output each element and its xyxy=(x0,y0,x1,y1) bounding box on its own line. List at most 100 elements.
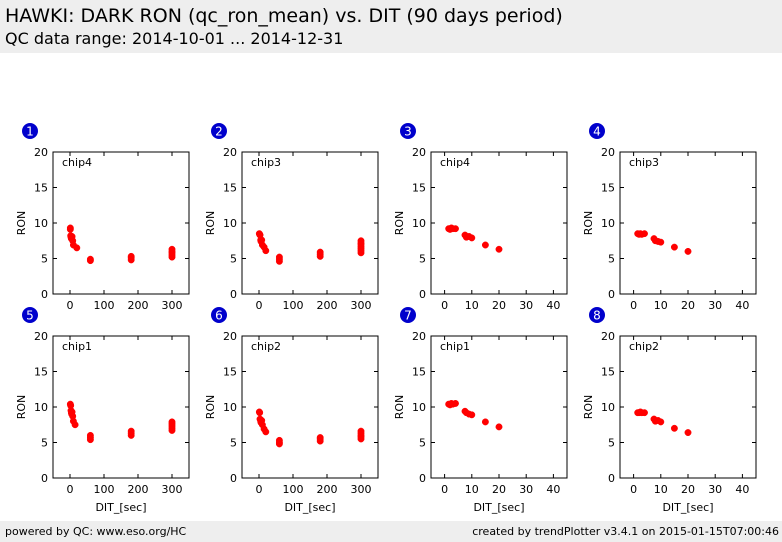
x-tick-label: 10 xyxy=(654,483,668,496)
data-point xyxy=(127,252,135,260)
data-point xyxy=(73,244,81,252)
x-tick-label: 10 xyxy=(654,299,668,312)
chip-label: chip2 xyxy=(629,340,659,353)
panel-badge-number: 3 xyxy=(404,125,412,139)
x-tick-label: 100 xyxy=(94,299,115,312)
y-tick-label: 20 xyxy=(601,330,615,343)
y-tick-label: 15 xyxy=(412,182,426,195)
x-tick-label: 30 xyxy=(519,483,533,496)
x-tick-label: 0 xyxy=(256,483,263,496)
panel-badge-circle xyxy=(589,307,605,323)
data-point xyxy=(481,418,489,426)
chip-label: chip3 xyxy=(629,156,659,169)
x-tick-label: 100 xyxy=(94,483,115,496)
y-tick-label: 5 xyxy=(41,253,48,266)
panel-badge-number: 1 xyxy=(26,125,34,139)
x-axis-label: DIT_[sec] xyxy=(95,501,146,514)
data-point xyxy=(168,418,176,426)
y-tick-label: 0 xyxy=(608,288,615,301)
y-tick-label: 0 xyxy=(608,472,615,485)
x-tick-label: 0 xyxy=(630,299,637,312)
plot-panel-8: 0 5 10 15 20 0 10 20 30 40 RON DIT_[sec] chip2 8 xyxy=(582,307,757,514)
x-tick-label: 20 xyxy=(681,483,695,496)
y-tick-label: 10 xyxy=(223,401,237,414)
data-point xyxy=(495,423,503,431)
panel-badge-number: 4 xyxy=(593,125,601,139)
y-tick-label: 5 xyxy=(419,253,426,266)
x-tick-label: 20 xyxy=(492,299,506,312)
data-point xyxy=(468,411,476,419)
plot-panel-3: 0 5 10 15 20 0 10 20 30 40 RON chip4 3 xyxy=(393,123,568,312)
data-point xyxy=(262,247,270,255)
chip-label: chip2 xyxy=(251,340,281,353)
chip-label: chip4 xyxy=(62,156,92,169)
y-axis-label: RON xyxy=(15,211,28,236)
x-tick-label: 40 xyxy=(546,483,560,496)
y-tick-label: 10 xyxy=(601,401,615,414)
y-tick-label: 10 xyxy=(412,401,426,414)
data-point xyxy=(275,436,283,444)
y-axis-label: RON xyxy=(582,395,595,420)
x-tick-label: 300 xyxy=(351,299,372,312)
y-tick-label: 5 xyxy=(419,437,426,450)
panel-badge-circle xyxy=(22,307,38,323)
data-point xyxy=(357,427,365,435)
y-tick-label: 20 xyxy=(412,330,426,343)
x-tick-label: 100 xyxy=(283,299,304,312)
data-point xyxy=(86,255,94,263)
data-point xyxy=(495,245,503,253)
footer-created: created by trendPlotter v3.4.1 on 2015-0… xyxy=(472,525,779,538)
x-tick-label: 0 xyxy=(67,483,74,496)
data-point xyxy=(316,434,324,441)
x-tick-label: 30 xyxy=(519,299,533,312)
y-tick-label: 5 xyxy=(608,253,615,266)
panel-badge-circle xyxy=(211,307,227,323)
y-tick-label: 15 xyxy=(223,182,237,195)
data-point xyxy=(684,429,692,437)
y-tick-label: 0 xyxy=(419,472,426,485)
page-subtitle: QC data range: 2014-10-01 ... 2014-12-31 xyxy=(5,29,344,48)
panel-badge-number: 2 xyxy=(215,125,223,139)
data-point xyxy=(468,234,476,242)
x-axis-label: DIT_[sec] xyxy=(473,501,524,514)
data-point xyxy=(275,253,283,261)
y-tick-label: 10 xyxy=(34,401,48,414)
y-tick-label: 20 xyxy=(601,146,615,159)
y-tick-label: 5 xyxy=(41,437,48,450)
y-tick-label: 10 xyxy=(412,217,426,230)
panel-badge-circle xyxy=(211,123,227,139)
data-point xyxy=(86,431,94,439)
y-tick-label: 15 xyxy=(601,182,615,195)
y-tick-label: 0 xyxy=(230,472,237,485)
plot-frame xyxy=(430,151,568,295)
x-tick-label: 0 xyxy=(630,483,637,496)
y-tick-label: 20 xyxy=(223,330,237,343)
data-point xyxy=(657,238,665,246)
y-tick-label: 5 xyxy=(230,437,237,450)
data-point xyxy=(357,237,365,245)
y-axis-label: RON xyxy=(204,395,217,420)
data-point xyxy=(684,247,692,255)
x-tick-label: 100 xyxy=(283,483,304,496)
y-tick-label: 15 xyxy=(601,366,615,379)
chip-label: chip4 xyxy=(440,156,470,169)
x-tick-label: 0 xyxy=(441,299,448,312)
page-title: HAWKI: DARK RON (qc_ron_mean) vs. DIT (9… xyxy=(5,5,563,27)
x-tick-label: 20 xyxy=(681,299,695,312)
header-bar: HAWKI: DARK RON (qc_ron_mean) vs. DIT (9… xyxy=(0,0,782,53)
y-tick-label: 5 xyxy=(230,253,237,266)
y-tick-label: 15 xyxy=(223,366,237,379)
y-axis-label: RON xyxy=(15,395,28,420)
data-point xyxy=(670,243,678,251)
x-tick-label: 0 xyxy=(256,299,263,312)
x-axis-label: DIT_[sec] xyxy=(284,501,335,514)
plot-frame xyxy=(619,335,757,479)
x-tick-label: 40 xyxy=(735,299,749,312)
data-point xyxy=(71,421,79,429)
data-point xyxy=(452,225,459,233)
y-tick-label: 15 xyxy=(412,366,426,379)
chip-label: chip1 xyxy=(62,340,92,353)
